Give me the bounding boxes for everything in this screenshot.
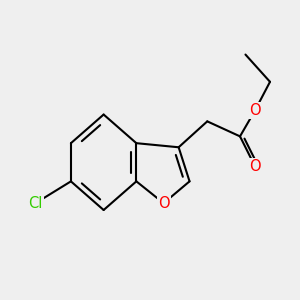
Text: O: O: [249, 103, 261, 118]
Text: O: O: [158, 196, 170, 211]
Text: Cl: Cl: [28, 196, 43, 211]
Text: O: O: [249, 159, 261, 174]
